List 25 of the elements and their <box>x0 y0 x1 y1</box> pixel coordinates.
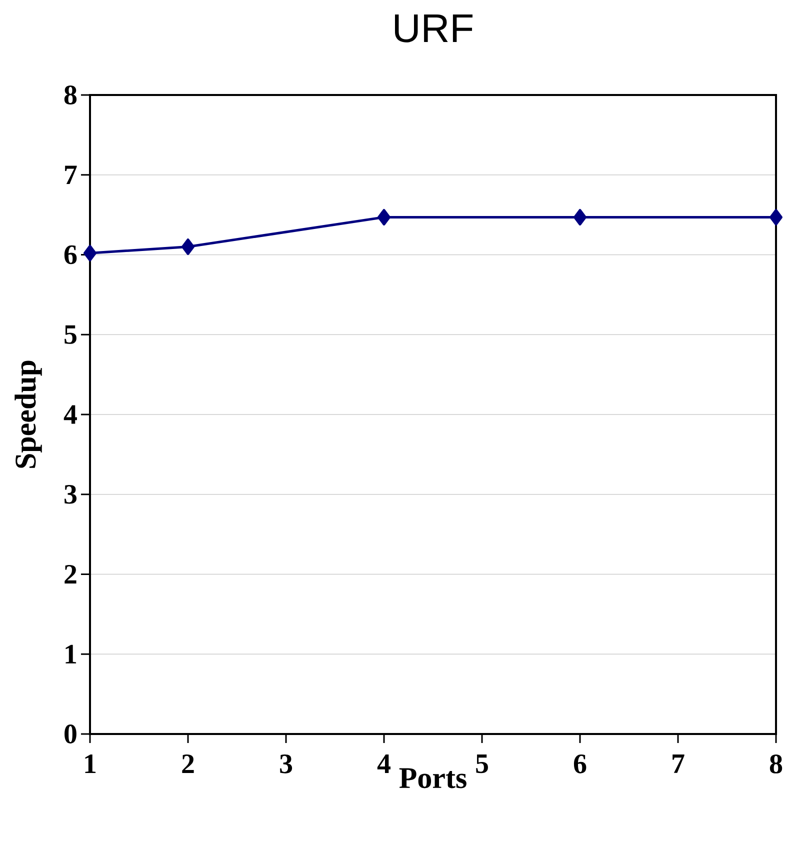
chart-title: URF <box>394 14 472 42</box>
point <box>84 244 96 262</box>
x-tick-label: 7 <box>672 754 684 773</box>
x-tick-label: 4 <box>377 754 390 773</box>
y-tick-label: 0 <box>64 724 76 744</box>
y-tick-label: 6 <box>64 245 77 264</box>
point <box>182 238 194 256</box>
x-tick-label: 2 <box>182 754 194 774</box>
x-tick-label: 5 <box>476 754 488 774</box>
x-tick-label: 1 <box>85 754 96 774</box>
y-tick-label: 8 <box>64 86 77 104</box>
y-tick-label: 1 <box>66 644 76 664</box>
y-tick-label: 7 <box>65 166 77 184</box>
x-tick-label: 8 <box>770 754 782 774</box>
x-tick-label: 3 <box>280 754 292 774</box>
point <box>574 208 587 226</box>
y-tick-label: 4 <box>64 405 77 424</box>
point <box>770 208 783 226</box>
y-tick-label: 5 <box>64 325 76 344</box>
y-axis-title: Speedup <box>14 360 42 468</box>
x-axis-title: Ports <box>399 768 466 788</box>
y-tick-label: 2 <box>64 564 76 584</box>
y-tick-label: 3 <box>64 484 77 504</box>
x-tick-label: 6 <box>574 754 586 774</box>
point <box>378 208 391 226</box>
